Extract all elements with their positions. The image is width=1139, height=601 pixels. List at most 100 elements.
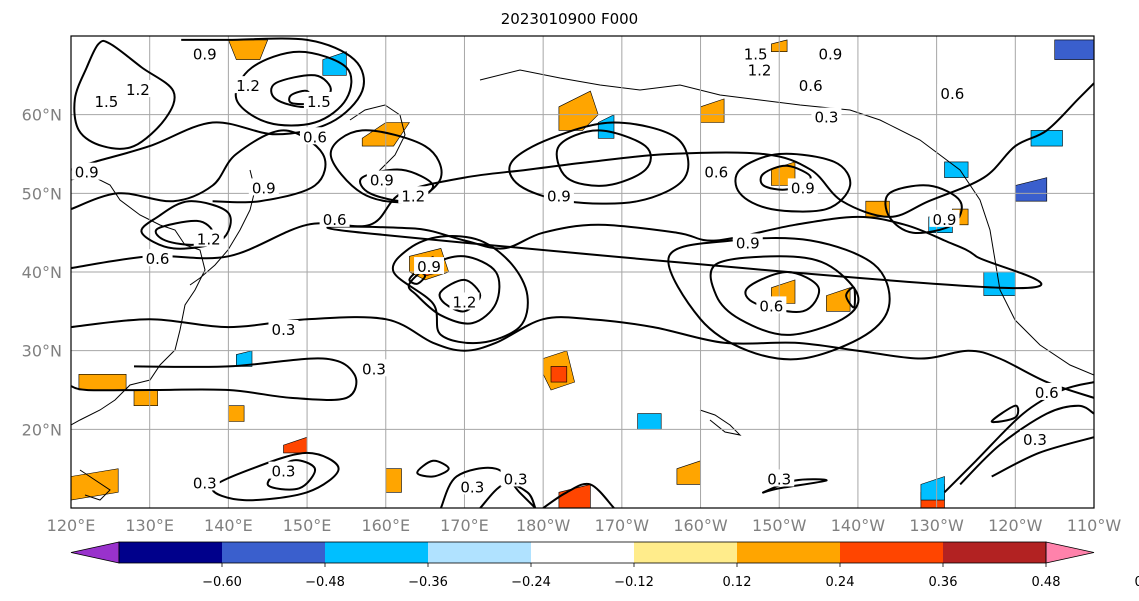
colorbar-tick-label: −0.24 bbox=[511, 575, 551, 590]
contour-label: 0.6 bbox=[323, 211, 347, 229]
shaded-region-29 bbox=[236, 350, 253, 367]
asia-coastline bbox=[71, 174, 206, 426]
shaded-region-31 bbox=[920, 476, 945, 501]
contour-label: 0.9 bbox=[370, 172, 394, 190]
contour-label-bg bbox=[193, 229, 224, 247]
shaded-region-32 bbox=[983, 271, 1016, 296]
shaded-region-0 bbox=[227, 39, 269, 60]
contour-label: 1.2 bbox=[197, 231, 221, 249]
shaded-region-25 bbox=[944, 161, 969, 178]
lon-tick-label: 120°E bbox=[47, 516, 96, 535]
colorbar-tick-label: −0.48 bbox=[305, 575, 345, 590]
contour-label-bg bbox=[414, 257, 445, 275]
lat-tick-label: 40°N bbox=[22, 263, 62, 282]
colorbar-tick-label: 0.12 bbox=[723, 575, 752, 590]
lon-tick-label: 140°W bbox=[831, 516, 886, 535]
map-title: 2023010900 F000 bbox=[500, 10, 639, 28]
contour-line-14 bbox=[391, 235, 529, 345]
philippines-coastline bbox=[79, 469, 111, 501]
contour-label: 0.9 bbox=[818, 46, 842, 64]
shaded-region-30 bbox=[637, 413, 662, 430]
contour-label-bg bbox=[189, 473, 220, 491]
axis-labels: 60°N 50°N 40°N 30°N 20°N 120°E 130°E 140°E 150°E… bbox=[22, 106, 1122, 535]
contour-line-27 bbox=[211, 451, 340, 502]
shaded-region-3 bbox=[700, 98, 725, 123]
contour-line-13 bbox=[326, 215, 1043, 290]
lon-tick-label: 130°W bbox=[909, 516, 964, 535]
lon-tick-label: 130°E bbox=[125, 516, 174, 535]
contour-label: 0.3 bbox=[460, 478, 484, 496]
contour-label: 0.9 bbox=[933, 211, 957, 229]
contour-label-bg bbox=[303, 91, 334, 109]
shaded-region-14 bbox=[283, 436, 308, 454]
contour-label: 1.5 bbox=[94, 93, 118, 111]
shaded-region-17 bbox=[71, 468, 119, 501]
contour-label-bg bbox=[122, 80, 153, 98]
lon-tick-label: 160°W bbox=[673, 516, 728, 535]
contour-label: 0.3 bbox=[815, 109, 839, 127]
contour-line-30 bbox=[439, 466, 537, 508]
shaded-region-18 bbox=[676, 460, 701, 485]
lat-tick-label: 60°N bbox=[22, 106, 62, 125]
contour-label: 0.3 bbox=[504, 470, 528, 488]
contour-line-5 bbox=[71, 129, 327, 211]
contour-label-bg bbox=[764, 469, 795, 487]
contour-label-bg bbox=[366, 170, 397, 188]
contour-label: 0.3 bbox=[193, 474, 217, 492]
contour-line-11 bbox=[555, 129, 652, 187]
colorbar-tick-label: −0.12 bbox=[614, 575, 654, 590]
contour-label: 0.9 bbox=[791, 179, 815, 197]
lon-tick-label: 180°W bbox=[516, 516, 571, 535]
lat-tick-label: 20°N bbox=[22, 420, 62, 439]
contour-label: 0.3 bbox=[272, 321, 296, 339]
contour-label: 0.9 bbox=[193, 46, 217, 64]
contour-line-26 bbox=[71, 357, 358, 401]
contour-label-bg bbox=[268, 320, 299, 337]
contour-label-bg bbox=[701, 162, 732, 180]
lon-tick-label: 170°E bbox=[440, 516, 489, 535]
contour-label-bg bbox=[91, 91, 122, 109]
shaded-region-26 bbox=[1014, 177, 1048, 202]
contour-label: 0.3 bbox=[272, 463, 296, 481]
colorbar-swatch bbox=[428, 542, 531, 563]
shaded-region-7 bbox=[826, 287, 851, 312]
contour-line-0 bbox=[73, 39, 176, 150]
contour-label-bg bbox=[268, 461, 299, 479]
contour-label-bg bbox=[744, 60, 775, 78]
contour-label: 0.6 bbox=[759, 297, 783, 315]
shaded-region-15 bbox=[385, 468, 402, 493]
colorbar-tick-label: 0.60 bbox=[1135, 575, 1139, 590]
colorbar-swatch bbox=[119, 542, 222, 563]
contour-label-bg bbox=[71, 162, 102, 180]
contour-label-bg bbox=[449, 292, 480, 310]
contour-label-bg bbox=[500, 469, 531, 487]
colorbar-frame bbox=[118, 541, 1047, 564]
contour-line-37 bbox=[991, 436, 1094, 478]
contour-line-2 bbox=[234, 50, 353, 127]
contour-label-bg bbox=[937, 84, 968, 101]
kamchatka-coastline bbox=[349, 104, 406, 181]
contour-label: 0.6 bbox=[146, 250, 170, 268]
colorbar-swatch bbox=[222, 542, 325, 563]
contour-label: 0.9 bbox=[547, 187, 571, 205]
colorbar-tick-label: 0.24 bbox=[826, 575, 855, 590]
colorbar-tick-label: −0.36 bbox=[408, 575, 448, 590]
contour-label: 0.9 bbox=[417, 258, 441, 276]
contour-label: 1.5 bbox=[744, 46, 768, 64]
shaded-region-27 bbox=[1030, 130, 1063, 147]
contour-label: 0.3 bbox=[767, 470, 791, 488]
contour-line-32 bbox=[542, 482, 615, 508]
lat-tick-label: 30°N bbox=[22, 342, 62, 361]
colorbar-min-extend bbox=[70, 541, 120, 564]
contour-label-bg bbox=[756, 296, 787, 314]
contour-line-29 bbox=[416, 459, 450, 478]
colorbar: −0.60 −0.48 −0.36 −0.24 −0.12 0.12 0.24 0.36 0.4… bbox=[70, 541, 1139, 590]
shaded-region-12 bbox=[133, 389, 158, 407]
contour-label: 1.2 bbox=[126, 81, 150, 99]
contour-label: 0.9 bbox=[252, 179, 276, 197]
contour-label-bg bbox=[457, 477, 488, 495]
contour-label-bg bbox=[787, 178, 818, 196]
contour-label-bg bbox=[358, 359, 389, 377]
contour-line-35 bbox=[959, 404, 1094, 486]
